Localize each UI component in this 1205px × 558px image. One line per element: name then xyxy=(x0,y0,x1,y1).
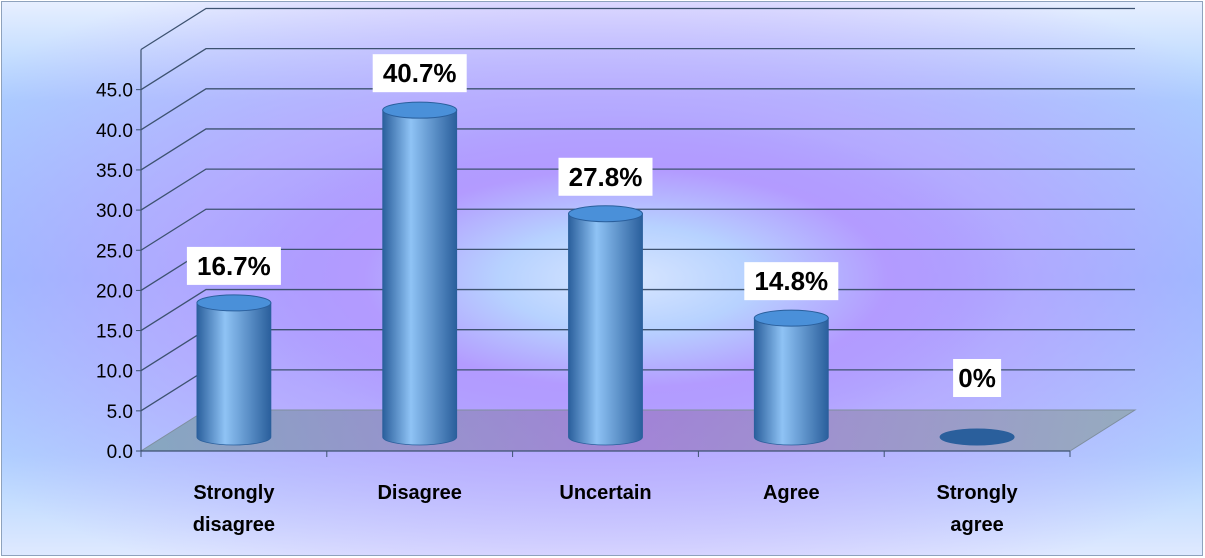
bar-top xyxy=(568,205,643,223)
x-tick-label: Agree xyxy=(763,482,820,504)
bar-top xyxy=(753,309,829,327)
bar xyxy=(568,205,643,446)
gridline xyxy=(140,88,1135,131)
gridline xyxy=(140,7,1135,51)
bar xyxy=(196,294,272,446)
gridlines xyxy=(140,7,1135,412)
gridline xyxy=(140,208,1135,251)
gridline xyxy=(140,168,1135,211)
data-label: 40.7% xyxy=(372,54,467,93)
y-tick-label: 30.0 xyxy=(96,201,133,222)
y-tick-label: 5.0 xyxy=(107,402,133,423)
data-label-text: 0% xyxy=(958,363,996,393)
bar-top xyxy=(196,294,272,312)
x-tick-label: Disagree xyxy=(377,482,462,504)
y-tick-label: 15.0 xyxy=(96,322,133,343)
gridline xyxy=(140,128,1135,171)
x-tick-label: Strongly agree xyxy=(937,482,1019,536)
data-label: 0% xyxy=(953,359,1002,397)
gridline xyxy=(140,48,1135,91)
bars xyxy=(196,101,1015,446)
x-tick-label: Strongly disagree xyxy=(193,482,276,536)
x-tick-label: Uncertain xyxy=(559,482,651,504)
y-tick-label: 25.0 xyxy=(96,241,133,262)
bar xyxy=(753,309,829,446)
y-tick-label: 10.0 xyxy=(96,362,133,383)
data-label-text: 16.7% xyxy=(197,251,271,281)
data-label-text: 27.8% xyxy=(569,162,643,192)
bar xyxy=(382,101,458,446)
y-tick-label: 35.0 xyxy=(96,161,133,182)
data-labels: 16.7% 40.7% 27.8% 14.8% 0% xyxy=(186,54,1002,397)
bar xyxy=(939,428,1015,446)
data-label: 27.8% xyxy=(558,157,653,196)
bar-top xyxy=(939,428,1015,446)
data-label: 16.7% xyxy=(186,246,281,285)
y-tick-label: 45.0 xyxy=(96,81,133,102)
bar-top xyxy=(382,101,458,119)
data-label: 14.8% xyxy=(744,262,839,301)
y-tick-label: 40.0 xyxy=(96,121,133,142)
y-tick-label: 20.0 xyxy=(96,281,133,302)
data-label-text: 14.8% xyxy=(754,266,828,296)
data-label-text: 40.7% xyxy=(383,58,457,88)
y-tick-label: 0.0 xyxy=(107,442,133,463)
axes: 0.0 5.0 10.0 15.0 20.0 25.0 30.0 35.0 40.0 45.0 St… xyxy=(96,49,1071,536)
